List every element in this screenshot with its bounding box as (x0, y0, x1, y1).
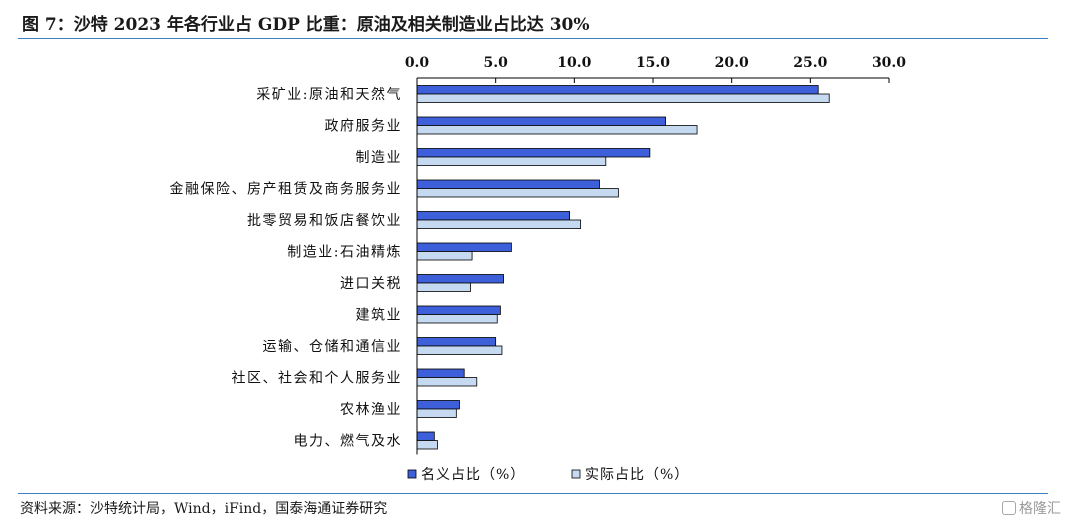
bar-real (416, 93, 830, 103)
bar-nominal (416, 368, 465, 378)
bar-nominal (416, 431, 435, 441)
bar-real (416, 219, 582, 229)
bar-nominal (416, 242, 512, 252)
x-axis-ticks: 0.0 5.0 10.0 15.0 20.0 25.0 30.0 (405, 55, 906, 83)
category-label: 批零贸易和饭店餐饮业 (247, 213, 402, 229)
legend-swatch (571, 469, 581, 479)
category-label: 运输、仓储和通信业 (263, 339, 403, 355)
top-rule (18, 38, 1048, 39)
bar-real (416, 282, 471, 292)
x-tick-label: 10.0 (557, 55, 591, 71)
bar-nominal (416, 116, 666, 126)
bar-real (416, 156, 607, 166)
category-label: 金融保险、房产租赁及商务服务业 (170, 182, 403, 198)
x-tick-label: 20.0 (715, 55, 749, 71)
bar-real (416, 377, 478, 387)
watermark-text: 格隆汇 (1019, 501, 1061, 517)
bar-real (416, 125, 698, 135)
bar-nominal (416, 211, 571, 221)
x-tick-label: 5.0 (483, 55, 508, 71)
bar-real (416, 314, 498, 324)
bar-nominal (416, 400, 460, 410)
category-label: 制造业:石油精炼 (287, 245, 402, 261)
bar-real (416, 188, 619, 198)
bar-real (416, 345, 503, 355)
category-label: 农林渔业 (340, 402, 402, 418)
bar-nominal (416, 179, 600, 189)
bars (416, 85, 830, 450)
category-label: 制造业 (356, 150, 403, 166)
bar-real (416, 408, 457, 418)
category-label: 进口关税 (340, 276, 402, 292)
x-tick-label: 25.0 (793, 55, 827, 71)
legend-swatch (407, 469, 417, 479)
watermark-logo: 格隆汇 (1002, 498, 1061, 518)
category-label: 采矿业:原油和天然气 (256, 86, 402, 103)
bar-nominal (416, 85, 819, 95)
x-tick-label: 15.0 (636, 55, 670, 71)
bar-real (416, 251, 473, 261)
category-labels: 采矿业:原油和天然气政府服务业制造业金融保险、房产租赁及商务服务业批零贸易和饭店… (170, 86, 403, 450)
x-tick-label: 0.0 (405, 55, 430, 71)
source-note: 资料来源：沙特统计局，Wind，iFind，国泰海通证券研究 (20, 501, 388, 517)
watermark-icon (1002, 501, 1016, 515)
category-label: 社区、社会和个人服务业 (232, 371, 403, 387)
figure-title: 图 7：沙特 2023 年各行业占 GDP 比重：原油及相关制造业占比达 30% (22, 15, 590, 35)
category-label: 建筑业 (356, 308, 403, 324)
legend: 名义占比（%） 实际占比（%） (407, 467, 689, 483)
bar-real (416, 440, 438, 450)
category-label: 电力、燃气及水 (294, 433, 403, 450)
bar-nominal (416, 148, 651, 158)
bar-nominal (416, 305, 501, 315)
category-label: 政府服务业 (325, 119, 403, 135)
legend-label: 实际占比（%） (585, 467, 689, 483)
x-tick-label: 30.0 (872, 55, 906, 71)
bar-nominal (416, 337, 497, 347)
bottom-rule (18, 493, 1048, 494)
legend-label: 名义占比（%） (421, 467, 525, 483)
bar-nominal (416, 274, 504, 284)
